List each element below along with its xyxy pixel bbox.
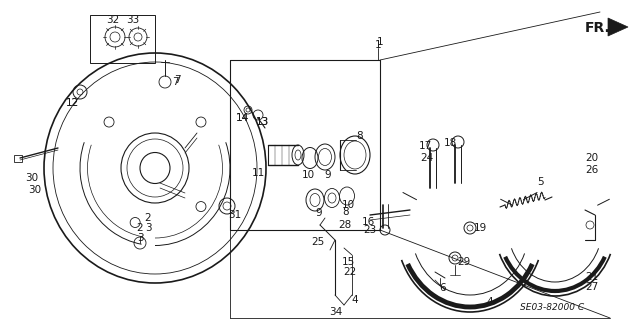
Text: 4: 4 xyxy=(352,295,358,305)
Text: 10: 10 xyxy=(341,200,355,210)
Text: 14: 14 xyxy=(236,113,248,123)
Text: 34: 34 xyxy=(330,307,342,317)
Text: 2: 2 xyxy=(137,223,143,233)
Text: 1: 1 xyxy=(374,40,381,50)
Text: 31: 31 xyxy=(228,210,242,220)
Text: 23: 23 xyxy=(364,225,376,235)
Text: 18: 18 xyxy=(444,138,456,148)
Text: 12: 12 xyxy=(65,98,79,108)
Text: 15: 15 xyxy=(341,257,355,267)
Text: 24: 24 xyxy=(420,153,434,163)
Text: 30: 30 xyxy=(28,185,42,195)
Text: 13: 13 xyxy=(255,117,269,127)
Text: 22: 22 xyxy=(344,267,356,277)
Text: 5: 5 xyxy=(537,177,543,187)
Text: FR.: FR. xyxy=(585,21,611,35)
Text: 20: 20 xyxy=(586,153,598,163)
Text: 8: 8 xyxy=(356,131,364,141)
Text: 7: 7 xyxy=(172,77,179,87)
Text: 17: 17 xyxy=(419,141,431,151)
Text: 3: 3 xyxy=(137,233,143,243)
Text: 27: 27 xyxy=(586,282,598,292)
Text: 29: 29 xyxy=(458,257,470,267)
Text: 1: 1 xyxy=(377,37,383,47)
Text: 16: 16 xyxy=(362,217,374,227)
Polygon shape xyxy=(608,18,628,36)
Text: 33: 33 xyxy=(126,15,140,25)
Text: 21: 21 xyxy=(586,272,598,282)
Bar xyxy=(90,15,155,63)
Text: 6: 6 xyxy=(440,283,446,293)
Text: 25: 25 xyxy=(312,237,324,247)
Text: 13: 13 xyxy=(255,117,269,127)
Text: 26: 26 xyxy=(586,165,598,175)
Bar xyxy=(14,155,22,162)
Text: SE03-82000 C: SE03-82000 C xyxy=(520,303,584,313)
Text: 19: 19 xyxy=(474,223,486,233)
Text: 11: 11 xyxy=(252,168,264,178)
Text: 7: 7 xyxy=(173,75,180,85)
Text: 10: 10 xyxy=(301,170,315,180)
Text: 9: 9 xyxy=(316,208,323,218)
Text: 4: 4 xyxy=(486,297,493,307)
Text: 32: 32 xyxy=(106,15,120,25)
Text: 2: 2 xyxy=(145,213,151,223)
Text: 28: 28 xyxy=(339,220,351,230)
Text: 30: 30 xyxy=(26,173,38,183)
Text: 9: 9 xyxy=(324,170,332,180)
Text: 8: 8 xyxy=(342,207,349,217)
Text: 12: 12 xyxy=(65,98,79,108)
Text: 14: 14 xyxy=(236,113,248,123)
Text: 3: 3 xyxy=(145,223,151,233)
